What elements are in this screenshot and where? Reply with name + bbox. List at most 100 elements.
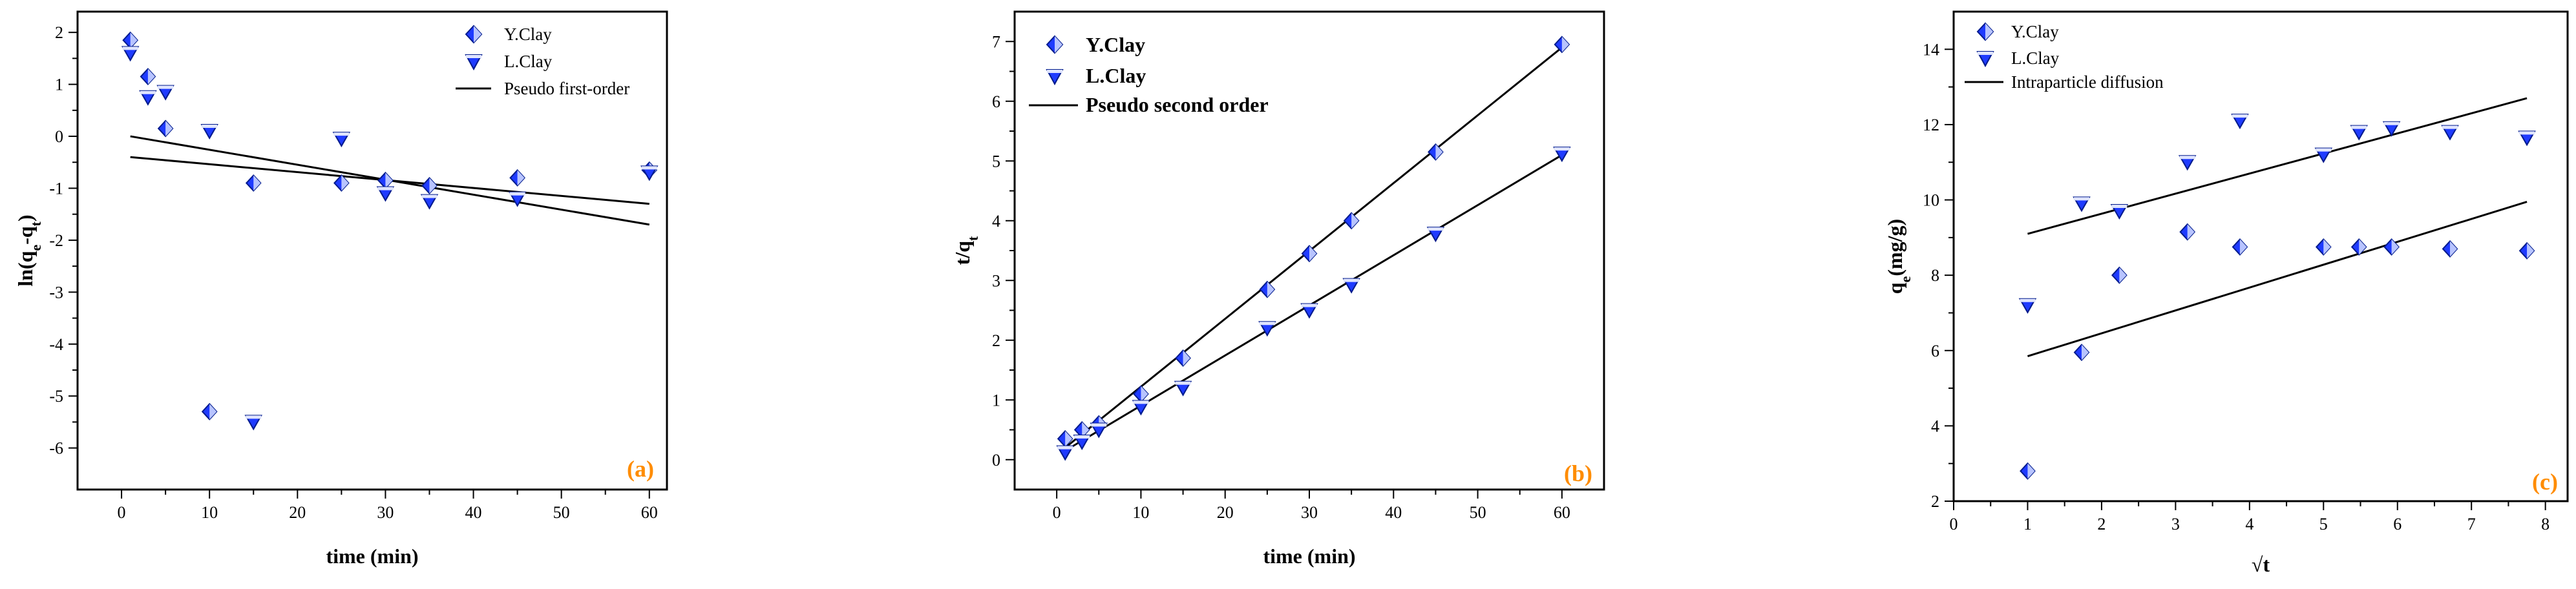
point-diamond-highlight	[165, 120, 173, 136]
point-diamond-highlight	[1082, 422, 1090, 438]
point-triangle	[139, 90, 157, 106]
y-tick-label: 2	[55, 23, 63, 42]
ylabel-sub1-a: e	[28, 245, 44, 251]
ylabel-main-a: ln(q	[14, 251, 37, 286]
point-triangle-highlight	[1302, 304, 1317, 307]
point-triangle-highlight	[421, 194, 438, 198]
legend-c: Y.Clay L.Clay Intraparticle diffusion	[1965, 22, 2164, 92]
panel-label-a: (a)	[627, 456, 654, 482]
axis-title-y-a: ln(qe-qt)	[14, 214, 44, 286]
point-triangle-highlight	[641, 166, 657, 170]
point-diamond-highlight	[385, 172, 393, 189]
point-triangle-highlight	[2442, 125, 2458, 129]
point-triangle-highlight	[1175, 381, 1191, 385]
point-triangle-highlight	[158, 85, 174, 89]
point-triangle-highlight	[1057, 446, 1073, 450]
y-tick-label: 0	[992, 451, 1000, 470]
point-triangle-highlight	[2232, 114, 2248, 118]
point-triangle-highlight	[2519, 131, 2535, 135]
axis-title-x-b: time (min)	[1263, 544, 1355, 568]
point-triangle-highlight	[1074, 435, 1090, 439]
point-triangle-highlight	[2383, 121, 2400, 125]
legend-a: Y.Clay L.Clay Pseudo first-order	[456, 25, 629, 98]
point-triangle	[121, 46, 140, 62]
y-tick-label: 10	[1923, 191, 1939, 210]
point-diamond-highlight	[130, 32, 138, 48]
point-diamond-highlight	[2359, 239, 2367, 255]
point-diamond-highlight	[2391, 239, 2399, 255]
ylabel-sub2-a: t	[28, 221, 44, 226]
point-triangle-highlight	[377, 187, 394, 191]
y-tick-label: -2	[49, 231, 63, 250]
point-triangle-highlight	[2179, 156, 2195, 160]
x-tick-label: 40	[465, 503, 482, 522]
point-diamond-highlight	[2450, 241, 2458, 257]
y-tick-label: 3	[992, 271, 1000, 290]
axis-title-x-a: time (min)	[326, 544, 418, 568]
point-diamond-highlight	[2527, 243, 2535, 259]
legend-label-yclay-c: Y.Clay	[2011, 22, 2059, 41]
point-diamond-highlight	[253, 175, 261, 191]
axis-title-y-c: qe(mg/g)	[1883, 219, 1914, 294]
ticks-b: 0 10 20 30 40 50 60 0 1 2 3 4 5 6 7	[992, 32, 1570, 522]
point-triangle-highlight	[509, 192, 525, 196]
point-diamond-highlight	[1309, 245, 1316, 262]
point-diamond-highlight	[517, 170, 525, 186]
y-tick-label: -6	[49, 439, 63, 458]
point-diamond-highlight	[1435, 144, 1443, 160]
ylabel-sub1-c: e	[1897, 276, 1914, 282]
point-triangle-highlight	[1091, 423, 1107, 427]
y-tick-label: 6	[992, 92, 1000, 111]
x-tick-label: 8	[2541, 515, 2550, 533]
legend-label-fit-b: Pseudo second order	[1086, 93, 1269, 116]
axis-title-x-c: √t	[2252, 553, 2270, 576]
point-triangle-highlight	[122, 46, 138, 50]
x-tick-label: 0	[1053, 503, 1061, 522]
x-tick-label: 4	[2245, 515, 2254, 533]
x-tick-label: 10	[1132, 503, 1149, 522]
point-triangle	[2073, 196, 2091, 212]
point-diamond-highlight	[1141, 386, 1148, 402]
point-diamond-highlight	[2187, 224, 2195, 240]
x-tick-label: 0	[118, 503, 126, 522]
data-points-a	[121, 31, 659, 431]
x-tick-label: 1	[2023, 515, 2032, 533]
y-tick-label: -5	[49, 387, 63, 406]
point-triangle-highlight	[2020, 298, 2036, 302]
point-triangle-highlight	[1554, 147, 1570, 151]
chart-panel-b: 0 10 20 30 40 50 60 0 1 2 3 4 5 6 7 time (min) t/qt Y.…	[951, 10, 1605, 568]
x-tick-label: 5	[2319, 515, 2328, 533]
point-triangle-highlight	[1133, 400, 1149, 404]
x-tick-label: 60	[1554, 503, 1570, 522]
y-tick-label: 4	[1931, 417, 1939, 435]
ylabel-main-c: q	[1883, 282, 1906, 294]
data-points-b	[1056, 36, 1571, 461]
ylabel-sub1-b: t	[965, 236, 981, 241]
point-diamond-highlight	[341, 175, 349, 191]
y-tick-label: 8	[1931, 266, 1939, 285]
legend-label-lclay-b: L.Clay	[1086, 64, 1146, 87]
x-tick-label: 20	[1217, 503, 1234, 522]
point-triangle-highlight	[2074, 197, 2090, 201]
point-triangle	[332, 132, 351, 148]
y-tick-label: 4	[992, 212, 1000, 231]
x-tick-label: 40	[1385, 503, 1402, 522]
point-triangle-highlight	[2351, 125, 2367, 129]
ylabel-mid-a: -q	[14, 226, 37, 245]
fit-line	[2027, 97, 2528, 235]
y-tick-label: 14	[1923, 40, 1939, 59]
x-tick-label: 30	[377, 503, 394, 522]
point-diamond-highlight	[1267, 282, 1274, 298]
point-diamond-highlight	[2323, 239, 2331, 255]
x-tick-label: 10	[201, 503, 218, 522]
point-triangle	[2231, 114, 2249, 130]
fit-lines-c	[2027, 97, 2528, 357]
y-tick-label: -1	[49, 179, 63, 198]
point-diamond-highlight	[1351, 212, 1359, 229]
point-diamond-highlight	[1183, 350, 1190, 366]
y-tick-label: 6	[1931, 342, 1939, 360]
point-triangle-highlight	[246, 415, 262, 419]
y-tick-label: -3	[49, 283, 63, 302]
y-tick-label: 1	[992, 391, 1000, 409]
